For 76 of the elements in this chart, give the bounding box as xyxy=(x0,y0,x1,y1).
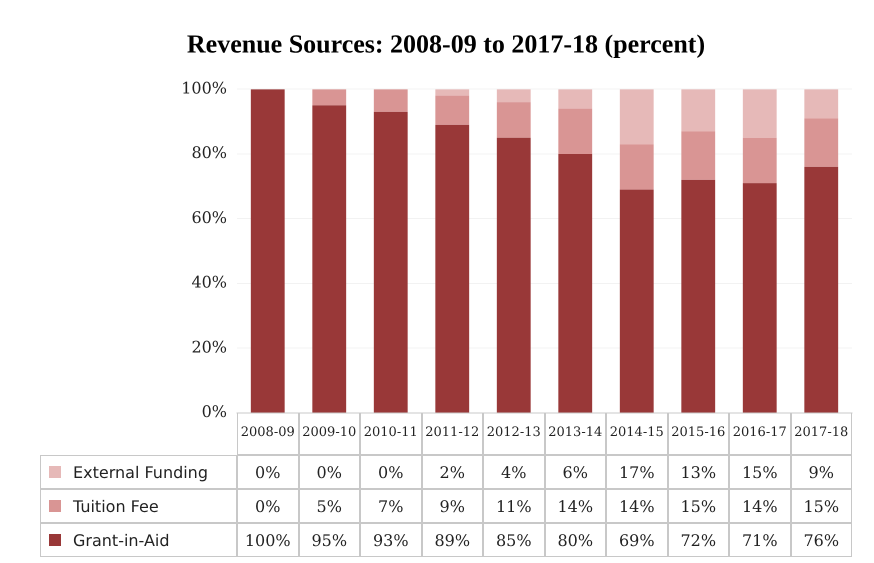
data-label: 7% xyxy=(360,489,422,523)
x-tick-label: 2016-17 xyxy=(732,425,787,440)
data-label: 72% xyxy=(668,523,729,557)
bar xyxy=(681,180,716,412)
data-label: 9% xyxy=(790,455,852,489)
bar xyxy=(496,138,531,412)
data-label: 4% xyxy=(483,455,544,489)
data-label: 0% xyxy=(298,455,360,489)
bar xyxy=(558,154,592,412)
data-label: 71% xyxy=(729,523,790,557)
bar xyxy=(620,89,654,144)
data-label: 14% xyxy=(729,489,790,523)
bar xyxy=(742,138,777,184)
bar xyxy=(496,89,531,102)
bar xyxy=(804,118,838,167)
x-tick-label: 2010-11 xyxy=(364,425,418,440)
x-tick-label: 2012-13 xyxy=(486,425,541,440)
data-label: 69% xyxy=(606,523,668,557)
data-label: 0% xyxy=(237,489,298,523)
data-label: 80% xyxy=(544,523,606,557)
data-label: 0% xyxy=(237,455,298,489)
data-label: 14% xyxy=(606,489,668,523)
bar xyxy=(435,96,470,125)
data-label: 93% xyxy=(360,523,422,557)
data-label: 15% xyxy=(790,489,852,523)
data-label: 2% xyxy=(422,455,483,489)
x-tick-label: 2015-16 xyxy=(671,425,726,440)
chart-title: Revenue Sources: 2008-09 to 2017-18 (percent) xyxy=(186,29,706,58)
data-label: 15% xyxy=(668,489,729,523)
data-label: 13% xyxy=(668,455,729,489)
bar xyxy=(374,112,408,412)
bar xyxy=(496,102,531,138)
x-tick-label: 2009-10 xyxy=(302,425,356,440)
legend-label: Grant-in-Aid xyxy=(73,530,170,550)
bar xyxy=(312,105,346,412)
y-tick-label: 80% xyxy=(191,143,227,162)
bar xyxy=(804,89,838,118)
bar xyxy=(250,89,285,412)
data-label: 5% xyxy=(298,489,360,523)
bar xyxy=(312,89,346,106)
data-label: 14% xyxy=(544,489,606,523)
x-tick-label: 2017-18 xyxy=(794,425,848,440)
data-label: 76% xyxy=(790,523,852,557)
x-tick-label: 2013-14 xyxy=(548,425,602,440)
data-label: 89% xyxy=(422,523,483,557)
bar xyxy=(620,190,654,412)
y-tick-label: 0% xyxy=(202,402,227,422)
x-tick-label: 2008-09 xyxy=(240,425,295,440)
bar xyxy=(558,108,592,154)
data-label: 9% xyxy=(422,489,483,523)
data-label: 0% xyxy=(360,455,422,489)
bar xyxy=(742,183,777,412)
bar xyxy=(435,124,470,412)
data-label: 11% xyxy=(483,489,544,523)
bar xyxy=(435,89,470,96)
x-tick-label: 2014-15 xyxy=(610,425,664,440)
bar xyxy=(558,89,592,109)
data-label: 95% xyxy=(298,523,360,557)
x-tick-label: 2011-12 xyxy=(425,425,480,440)
data-label: 15% xyxy=(729,455,790,489)
bar xyxy=(374,89,408,112)
bar xyxy=(742,89,777,138)
bar xyxy=(804,166,838,412)
y-tick-label: 100% xyxy=(181,78,227,98)
y-tick-label: 20% xyxy=(191,337,227,356)
data-label: 6% xyxy=(544,455,606,489)
y-tick-label: 60% xyxy=(191,208,227,227)
bar xyxy=(681,131,716,180)
legend-label: Tuition Fee xyxy=(73,496,159,516)
legend-label: External Funding xyxy=(73,462,208,482)
data-label: 100% xyxy=(237,523,298,557)
bar xyxy=(620,144,654,190)
bar xyxy=(681,89,716,132)
data-label: 17% xyxy=(606,455,668,489)
y-tick-label: 40% xyxy=(191,272,227,292)
data-label: 85% xyxy=(483,523,544,557)
